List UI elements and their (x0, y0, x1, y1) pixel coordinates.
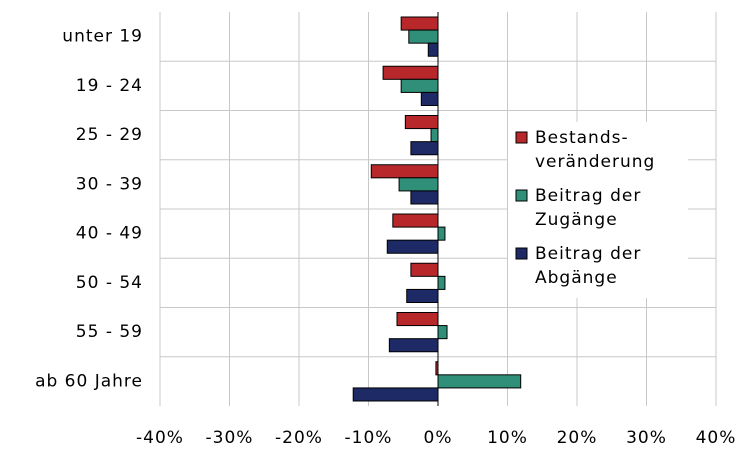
bar (410, 190, 439, 205)
y-tick-label: ab 60 Jahre (35, 371, 143, 391)
legend-swatch (515, 247, 528, 260)
y-tick-label: unter 19 (62, 27, 143, 47)
y-tick-label: 19 - 24 (76, 76, 143, 96)
legend-line: Bestands- (535, 128, 629, 148)
x-tick-label: 20% (557, 428, 598, 448)
bar (430, 128, 439, 143)
x-tick-label: 40% (696, 428, 737, 448)
y-tick-label: 30 - 39 (76, 174, 143, 194)
bar (400, 78, 439, 93)
bar (392, 213, 439, 228)
bar (437, 226, 446, 241)
legend-label: Beitrag der Zugänge (535, 186, 641, 230)
bar (408, 29, 439, 44)
legend-line: veränderung (535, 152, 655, 172)
bar (410, 141, 439, 156)
legend-line: Zugänge (535, 210, 618, 230)
legend-line: Beitrag der (535, 186, 641, 206)
bar (398, 177, 439, 192)
x-tick-label: -30% (206, 428, 254, 448)
bar (410, 262, 439, 277)
y-tick-label: 55 - 59 (76, 322, 143, 342)
bar (386, 239, 439, 254)
bar (437, 325, 448, 340)
bar (396, 312, 439, 327)
legend-swatch (515, 189, 528, 202)
y-tick-label: 25 - 29 (76, 125, 143, 145)
bar (352, 387, 439, 402)
bar (388, 338, 439, 353)
bar (382, 65, 439, 80)
x-tick-label: -20% (275, 428, 323, 448)
legend-label: Bestands-veränderung (535, 128, 655, 172)
x-tick-label: 30% (626, 428, 667, 448)
x-tick-label: -10% (345, 428, 393, 448)
bar (437, 275, 446, 290)
x-tick-label: 10% (487, 428, 528, 448)
bar (400, 16, 439, 31)
x-tick-label: -40% (136, 428, 184, 448)
legend-box (508, 122, 688, 298)
legend-line: Beitrag der (535, 244, 641, 264)
legend-swatch (515, 131, 528, 144)
legend-label: Beitrag der Abgänge (535, 244, 641, 288)
y-tick-label: 50 - 54 (76, 273, 143, 293)
bar (406, 288, 439, 303)
x-tick-label: 0% (424, 428, 453, 448)
y-tick-label: 40 - 49 (76, 224, 143, 244)
bar (427, 42, 439, 57)
bar (437, 374, 522, 389)
bar (404, 115, 439, 130)
bar (420, 91, 439, 106)
legend-line: Abgänge (535, 268, 618, 288)
bar (370, 164, 439, 179)
